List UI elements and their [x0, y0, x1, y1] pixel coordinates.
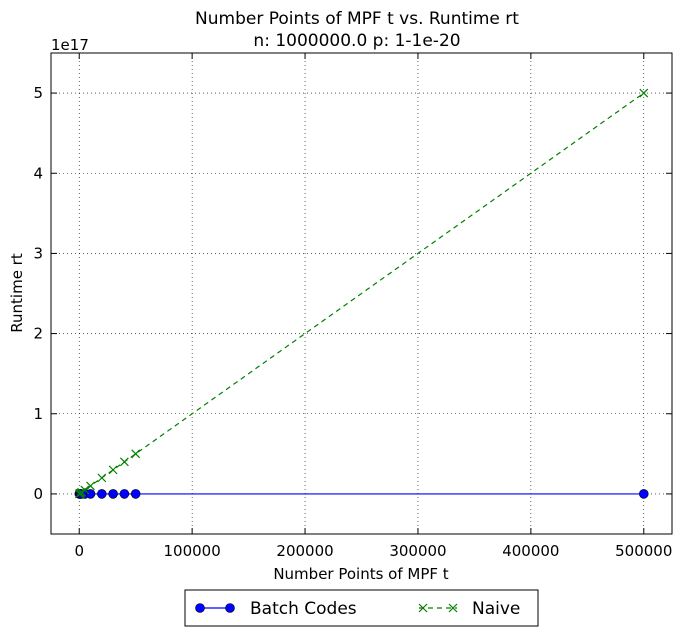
data-point-naive — [639, 88, 649, 98]
legend-marker-batch-codes — [225, 603, 235, 613]
x-axis-label: Number Points of MPF t — [273, 565, 448, 583]
plot-frame — [50, 52, 673, 535]
tick-layer: 0 100000 200000 300000 400000 500000 0 1 2 3 4 5 — [33, 53, 672, 560]
legend-box — [184, 589, 539, 627]
data-point-naive — [80, 485, 90, 495]
legend-label-batch-codes: Batch Codes — [250, 599, 357, 619]
legend-marker-naive — [418, 603, 428, 613]
series-layer — [74, 88, 649, 499]
x-tick-label: 0 — [74, 542, 84, 560]
x-tick-label: 100000 — [164, 542, 221, 560]
x-tick-label: 300000 — [389, 542, 446, 560]
data-point-batch-codes — [130, 489, 141, 499]
grid-lines — [51, 53, 672, 534]
y-tick-label: 2 — [33, 325, 43, 343]
legend-marker-naive — [448, 603, 458, 613]
legend-label-naive: Naive — [472, 599, 520, 619]
y-tick-label: 4 — [33, 164, 43, 182]
x-tick-label: 200000 — [276, 542, 333, 560]
data-point-batch-codes — [119, 489, 130, 499]
y-tick-label: 3 — [33, 244, 43, 262]
chart-subtitle: n: 1000000.0 p: 1-1e-20 — [253, 31, 460, 51]
chart-title: Number Points of MPF t vs. Runtime rt — [195, 9, 519, 29]
y-axis-label: Runtime rt — [8, 253, 26, 333]
data-point-naive — [86, 481, 95, 491]
data-point-naive — [119, 457, 129, 467]
data-point-batch-codes — [638, 489, 649, 499]
y-tick-label: 0 — [33, 485, 43, 503]
series-line-naive — [78, 92, 645, 495]
y-tick-label: 5 — [33, 84, 43, 102]
legend-marker-batch-codes — [195, 603, 205, 613]
legend: Batch Codes Naive — [184, 589, 539, 627]
data-point-naive — [131, 449, 141, 459]
data-point-batch-codes — [108, 489, 118, 499]
data-point-batch-codes — [97, 489, 107, 499]
y-tick-label: 1 — [33, 405, 43, 423]
data-point-naive — [108, 465, 118, 475]
data-point-naive — [97, 473, 107, 483]
x-tick-label: 500000 — [615, 542, 672, 560]
x-tick-label: 400000 — [502, 542, 559, 560]
y-offset-label: 1e17 — [51, 36, 89, 54]
data-point-batch-codes — [85, 489, 96, 499]
